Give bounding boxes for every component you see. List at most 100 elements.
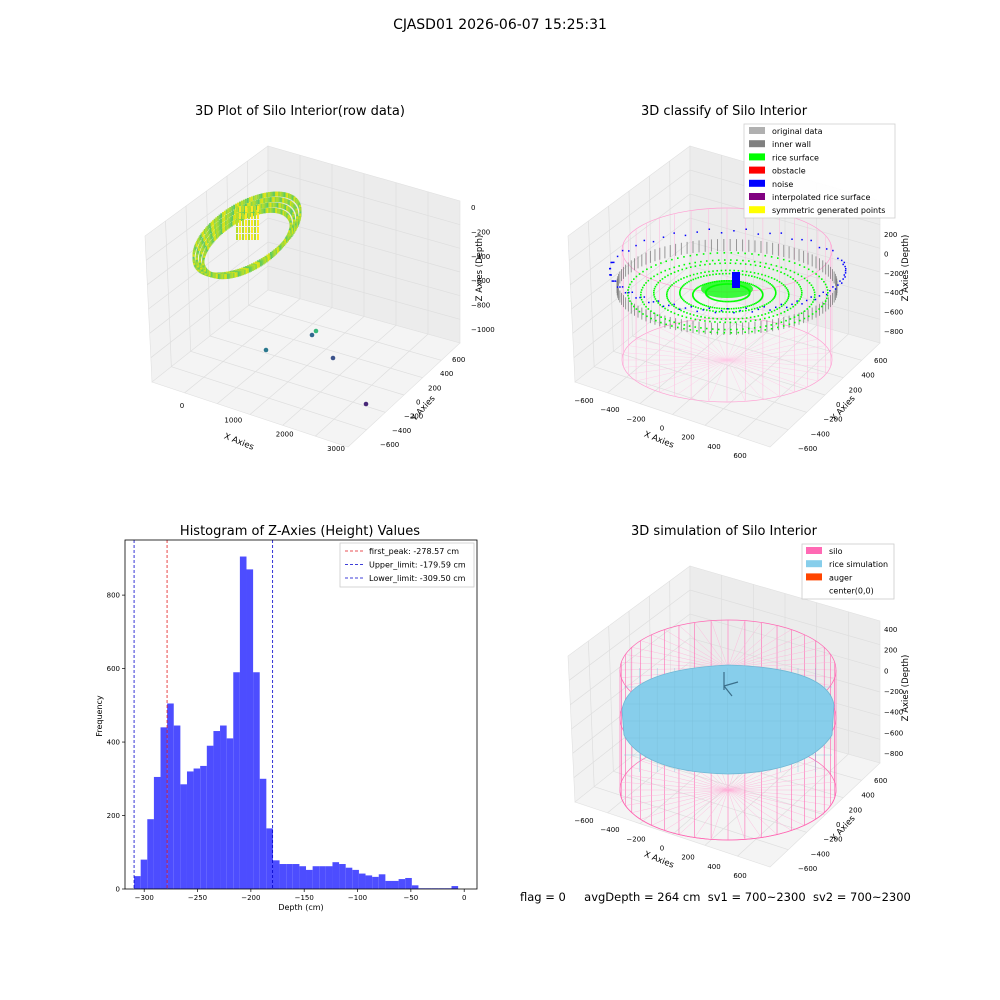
noise-point <box>673 232 675 234</box>
noise-point <box>733 230 735 232</box>
cloud-point <box>272 207 275 213</box>
tick-label: −600 <box>574 397 593 405</box>
cloud-point <box>232 220 235 226</box>
rice-surface-point <box>716 252 719 254</box>
legend-label: rice simulation <box>829 560 888 569</box>
silo-wireframe-line <box>726 318 746 361</box>
rice-surface-point <box>630 303 633 305</box>
rice-surface-point <box>753 307 756 310</box>
rice-surface-point <box>700 302 702 305</box>
silo-wireframe-line <box>690 359 728 400</box>
cloud-point <box>210 221 213 227</box>
rice-surface-point <box>653 312 655 315</box>
noise-point <box>814 298 817 301</box>
rice-surface-point <box>646 315 648 318</box>
rice-surface-point <box>793 271 796 274</box>
cloud-point <box>212 225 215 231</box>
cloud-point <box>225 214 228 220</box>
silo-wireframe-line <box>727 625 778 669</box>
noise-point <box>639 296 641 299</box>
x-tick-label: −250 <box>188 894 207 902</box>
rice-surface-point <box>681 315 684 317</box>
rice-surface-point <box>788 294 790 296</box>
cloud-point <box>254 264 257 270</box>
y-tick-label: 0 <box>116 886 120 894</box>
rice-surface-point <box>694 306 697 308</box>
histogram-xlabel: Depth (cm) <box>278 903 323 912</box>
panel2-legend: original data inner wall rice surface obsta… <box>743 123 896 219</box>
rice-surface-point <box>683 324 686 326</box>
histogram-bar <box>266 828 273 889</box>
tick-label: −600 <box>574 817 593 825</box>
rice-surface-point <box>700 260 702 263</box>
silo-wireframe-line <box>621 789 729 799</box>
cloud-point <box>205 227 208 233</box>
rice-surface-point <box>793 321 796 324</box>
rice-surface-point <box>748 305 751 307</box>
cloud-point <box>269 207 272 213</box>
cloud-point <box>208 235 211 241</box>
rice-surface-point <box>717 259 720 261</box>
cloud-point <box>275 249 278 255</box>
rice-surface-point <box>769 282 771 285</box>
rice-surface-point <box>675 306 677 309</box>
histogram-bar <box>391 880 399 889</box>
rice-surface-point <box>667 274 669 277</box>
noise-point <box>801 238 803 241</box>
rice-surface-point <box>700 276 702 278</box>
legend-label: obstacle <box>772 167 806 176</box>
rice-surface-point <box>812 286 814 289</box>
noise-point <box>769 309 771 311</box>
rice-surface-point <box>686 312 688 314</box>
rice-surface-point <box>767 302 770 304</box>
rice-surface-point <box>684 301 687 303</box>
tick-label: −200 <box>626 415 645 423</box>
rice-surface-point <box>789 276 792 278</box>
rice-surface-point <box>653 296 656 298</box>
panel2-title: 3D classify of Silo Interior <box>640 104 808 119</box>
rice-surface-point <box>692 294 694 297</box>
cloud-point <box>256 194 259 200</box>
rice-surface-point <box>815 310 817 313</box>
rice-surface-point <box>820 278 823 280</box>
cloud-point <box>285 192 288 198</box>
rice-surface-point <box>800 312 803 315</box>
silo-wireframe-line <box>659 359 728 393</box>
outlier-point <box>313 328 319 334</box>
cloud-point <box>243 214 246 220</box>
rice-surface-point <box>814 294 816 296</box>
histogram-bar <box>147 819 154 889</box>
tick-label: −400 <box>811 430 830 438</box>
sv1-readout: sv1 = 700~2300 <box>707 890 806 904</box>
rice-surface-point <box>772 285 774 288</box>
rice-surface-point <box>719 321 721 324</box>
cloud-point <box>278 191 281 197</box>
cloud-point <box>214 223 217 229</box>
cloud-point <box>212 272 215 278</box>
rice-surface-point <box>666 297 669 299</box>
cloud-point <box>240 216 243 222</box>
rice-surface-point <box>768 267 770 270</box>
tick-label: 400 <box>861 372 874 380</box>
noise-point <box>780 232 783 234</box>
tick-label: 0 <box>471 204 475 212</box>
noise-point <box>696 310 698 313</box>
rice-surface-point <box>670 272 672 275</box>
rice-surface-point <box>807 268 810 271</box>
rice-surface-point <box>668 300 670 303</box>
cloud-point <box>279 209 282 215</box>
rice-surface-point <box>675 281 677 283</box>
legend-swatch <box>749 179 765 187</box>
cloud-point <box>203 236 206 242</box>
outlier-point <box>330 355 336 361</box>
rice-surface-point <box>683 256 685 258</box>
cloud-point <box>237 202 240 208</box>
rice-surface-point <box>664 269 667 272</box>
cloud-point <box>246 197 249 203</box>
rice-surface-point <box>713 298 716 301</box>
rice-surface-point <box>770 327 773 330</box>
rice-surface-point <box>678 322 680 325</box>
rice-surface-point <box>697 276 700 279</box>
silo-wireframe-line <box>726 338 818 361</box>
rice-surface-point <box>798 319 801 322</box>
